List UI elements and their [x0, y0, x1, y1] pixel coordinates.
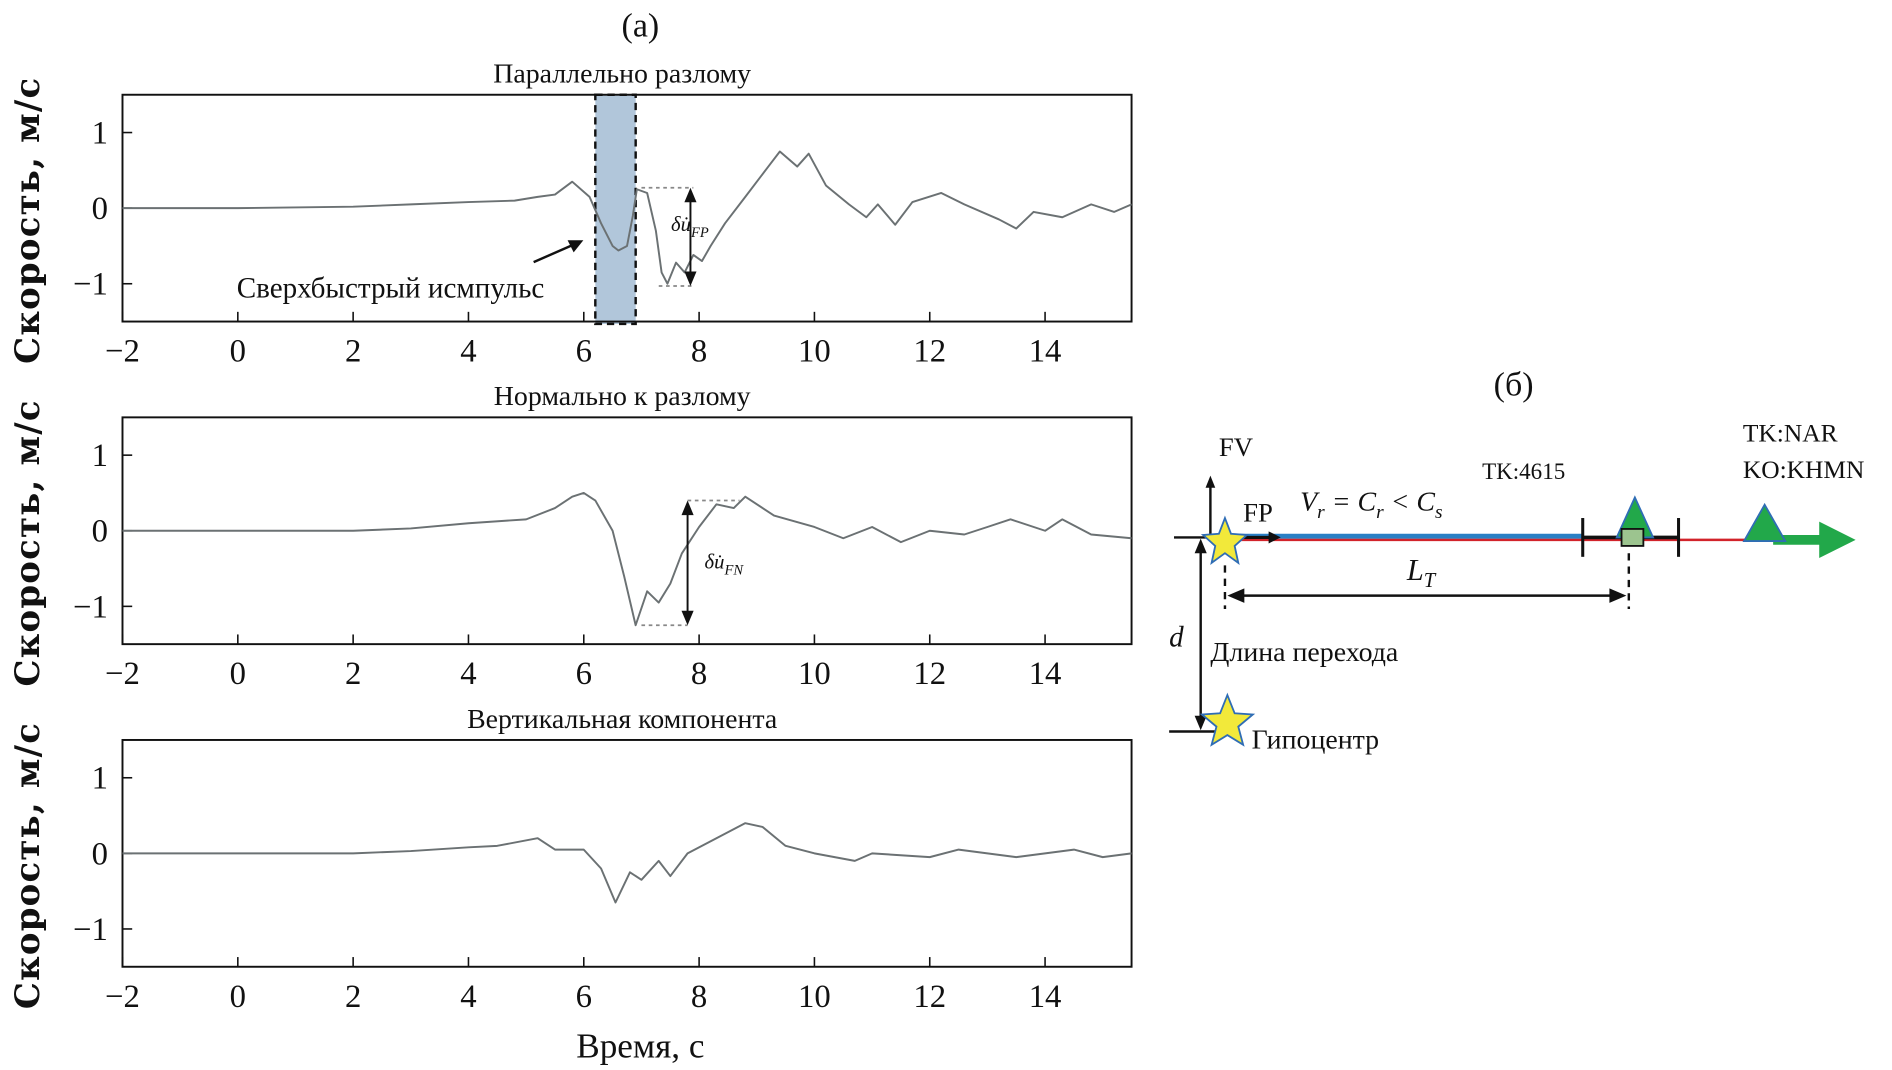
x-tick-label: 0 [230, 334, 246, 370]
station-label-4615: TK:4615 [1482, 458, 1565, 484]
pointer-arrow-head [567, 240, 584, 253]
x-axis-label: Время, с [576, 1027, 704, 1066]
fp-arrow-head [1268, 531, 1281, 544]
y-tick-label: −1 [73, 267, 108, 303]
fv-label: FV [1219, 432, 1253, 462]
x-tick-label: 4 [460, 334, 476, 370]
x-tick-label: 14 [1029, 334, 1062, 370]
delta-label: δu̇FP [671, 214, 709, 241]
propagation-arrow-head [1819, 521, 1856, 559]
pointer-arrow [533, 244, 573, 264]
diagram-b: (б) FV FP Vr = Cr < Cs TK:4615 TK:NAR KO… [1169, 367, 1864, 756]
panel-1: Параллельно разлому−2 0 2 4 6 8 10 12 1410−1Скор… [8, 59, 1133, 370]
panel-title: Нормально к разлому [494, 381, 751, 412]
superfast-pulse-label: Сверхбыстрый исмпульс [237, 272, 545, 304]
y-tick-label: 0 [92, 836, 108, 872]
x-tick-label: 6 [576, 656, 592, 692]
delta-arrow-head-down [684, 271, 697, 287]
velocity-series-line [122, 491, 1132, 627]
x-tick-label: 10 [798, 334, 831, 370]
velocity-series-line [122, 150, 1132, 285]
y-tick-label: 1 [92, 438, 108, 474]
y-tick-label: −1 [73, 912, 108, 948]
panel-title: Вертикальная компонента [467, 704, 777, 735]
y-axis-label: Скорость, м/с [8, 399, 48, 686]
x-tick-label: 8 [691, 979, 707, 1015]
station-label-khmn: KO:KHMN [1743, 455, 1865, 484]
delta-subscript: FP [690, 225, 709, 241]
delta-arrow-head-up [681, 500, 694, 516]
panel-title: Параллельно разлому [493, 59, 751, 90]
station-label-nar: TK:NAR [1743, 419, 1838, 448]
x-tick-label: 6 [576, 979, 592, 1015]
lt-arrow-head-right [1609, 588, 1627, 603]
panel-3: Вертикальная компонента−2 0 2 4 6 8 10 12 1410−1… [8, 704, 1133, 1015]
delta-symbol: δu̇ [671, 214, 691, 236]
x-tick-label: 4 [460, 656, 476, 692]
y-axis-label: Скорость, м/с [8, 722, 48, 1009]
transition-square [1620, 528, 1645, 547]
y-tick-label: −1 [73, 589, 108, 625]
delta-symbol: δu̇ [705, 552, 725, 574]
plots: Параллельно разлому−2 0 2 4 6 8 10 12 1410−1Скор… [8, 59, 1133, 1015]
fv-arrow-head [1205, 475, 1216, 488]
lt-arrow-head-left [1227, 588, 1245, 603]
x-tick-label: 2 [345, 979, 361, 1015]
x-tick-label: 4 [460, 979, 476, 1015]
y-tick-label: 0 [92, 191, 108, 227]
epicenter-star-icon [1200, 515, 1249, 566]
panel-a-label: (a) [622, 8, 660, 45]
panel-2: Нормально к разлому−2 0 2 4 6 8 10 12 1410−1Скор… [8, 381, 1133, 692]
d-label: d [1169, 622, 1184, 654]
delta-label: δu̇FN [705, 552, 745, 579]
x-tick-label: 2 [345, 656, 361, 692]
lt-label: LT [1406, 553, 1437, 592]
x-tick-label: 6 [576, 334, 592, 370]
station-triangle-nar [1742, 502, 1787, 542]
d-arrow-head-top [1194, 538, 1207, 554]
x-tick-label: −2 [105, 334, 140, 370]
superfast-pulse-highlight [594, 93, 637, 326]
x-tick-label: 10 [798, 656, 831, 692]
delta-subscript: FN [723, 563, 744, 579]
fp-label: FP [1243, 498, 1273, 528]
x-tick-label: −2 [105, 656, 140, 692]
d-arrow-head-bottom [1194, 715, 1207, 731]
x-tick-label: 0 [230, 656, 246, 692]
delta-arrow-head-up [684, 187, 697, 203]
y-tick-label: 1 [92, 115, 108, 151]
x-tick-label: 14 [1029, 979, 1062, 1015]
x-tick-label: 12 [913, 656, 946, 692]
velocity-formula: Vr = Cr < Cs [1300, 487, 1442, 523]
x-tick-label: −2 [105, 979, 140, 1015]
x-tick-label: 14 [1029, 656, 1062, 692]
panel-b-label: (б) [1494, 367, 1534, 404]
x-tick-label: 12 [913, 334, 946, 370]
x-tick-label: 10 [798, 979, 831, 1015]
y-axis-label: Скорость, м/с [8, 77, 48, 364]
y-tick-label: 0 [92, 514, 108, 550]
delta-arrow-head-down [681, 610, 694, 626]
x-tick-label: 8 [691, 334, 707, 370]
velocity-series-line [122, 822, 1132, 904]
x-tick-label: 8 [691, 656, 707, 692]
hypocenter-star-icon [1199, 692, 1256, 747]
y-tick-label: 1 [92, 761, 108, 797]
x-tick-label: 12 [913, 979, 946, 1015]
transition-length-label: Длина перехода [1210, 637, 1398, 668]
hypocenter-label: Гипоцентр [1252, 724, 1380, 755]
x-tick-label: 0 [230, 979, 246, 1015]
x-tick-label: 2 [345, 334, 361, 370]
